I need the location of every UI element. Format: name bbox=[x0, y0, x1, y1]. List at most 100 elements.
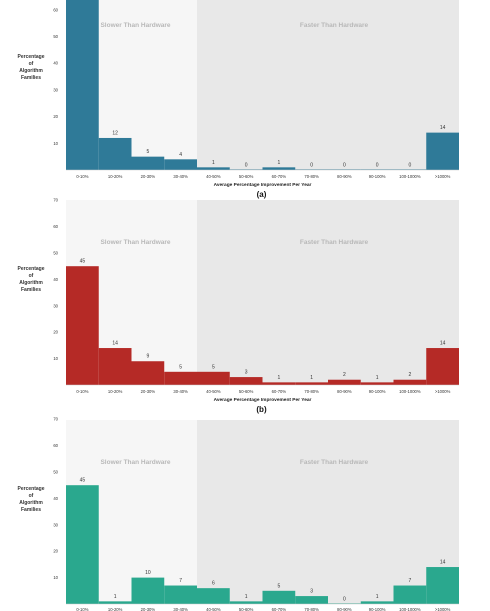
x-tick-label: 10-20% bbox=[108, 389, 123, 394]
y-tick-label: 60 bbox=[53, 7, 58, 12]
y-tick-label: 30 bbox=[53, 303, 58, 308]
y-tick-label: 40 bbox=[53, 496, 58, 501]
data-label: 7 bbox=[179, 578, 182, 584]
region-label-faster: Faster Than Hardware bbox=[300, 459, 369, 466]
data-label: 45 bbox=[80, 259, 86, 265]
x-tick-label: 50-60% bbox=[239, 389, 254, 394]
data-label: 10 bbox=[145, 570, 151, 576]
data-label: 1 bbox=[277, 160, 280, 166]
bar-50-60% bbox=[229, 601, 263, 604]
data-label: 0 bbox=[408, 163, 411, 169]
bar-80-90% bbox=[328, 379, 361, 385]
region-label-slower: Slower Than Hardware bbox=[100, 239, 170, 246]
bar-60-70% bbox=[262, 382, 296, 385]
region-label-slower: Slower Than Hardware bbox=[100, 22, 170, 29]
data-label: 2 bbox=[408, 372, 411, 378]
data-label: 1 bbox=[245, 594, 248, 600]
data-label: 0 bbox=[343, 163, 346, 169]
x-tick-label: 60-70% bbox=[272, 174, 287, 179]
y-axis-label-line: Percentage bbox=[18, 266, 45, 272]
y-tick-label: 50 bbox=[53, 470, 58, 475]
bar->1000% bbox=[426, 348, 459, 385]
y-tick-label: 20 bbox=[53, 549, 58, 554]
data-label: 0 bbox=[376, 163, 379, 169]
bar-0-10% bbox=[66, 266, 99, 385]
x-tick-label: 70-80% bbox=[304, 607, 319, 611]
region-label-slower: Slower Than Hardware bbox=[100, 459, 170, 466]
bar-90-100% bbox=[360, 601, 394, 604]
data-label: 1 bbox=[114, 594, 117, 600]
bar-30-40% bbox=[164, 371, 197, 385]
data-label: 14 bbox=[112, 341, 118, 347]
bar-20-30% bbox=[131, 156, 165, 170]
faster-region-background bbox=[197, 200, 459, 385]
faster-region-background bbox=[197, 0, 459, 170]
y-tick-label: 10 bbox=[53, 575, 58, 580]
region-label-faster: Faster Than Hardware bbox=[300, 22, 369, 29]
bar-20-30% bbox=[131, 361, 165, 385]
data-label: 7 bbox=[408, 578, 411, 584]
bar-100-1000% bbox=[393, 585, 427, 604]
x-tick-label: >1000% bbox=[435, 174, 451, 179]
data-label: 14 bbox=[440, 560, 446, 566]
y-tick-label: 40 bbox=[53, 61, 58, 66]
bar-40-50% bbox=[197, 588, 230, 604]
faster-region-background bbox=[197, 420, 459, 604]
y-tick-label: 20 bbox=[53, 114, 58, 119]
data-label: 0 bbox=[245, 163, 248, 169]
y-tick-label: 70 bbox=[53, 198, 58, 203]
x-tick-label: 40-50% bbox=[206, 174, 221, 179]
x-tick-label: 50-60% bbox=[239, 174, 254, 179]
x-tick-label: 80-90% bbox=[337, 174, 352, 179]
data-label: 1 bbox=[212, 160, 215, 166]
y-axis-label-line: Algorithm bbox=[19, 68, 43, 74]
y-axis-label-line: Algorithm bbox=[19, 500, 43, 506]
x-tick-label: 40-50% bbox=[206, 389, 221, 394]
x-tick-label: 0-10% bbox=[76, 174, 88, 179]
y-tick-label: 30 bbox=[53, 522, 58, 527]
x-tick-label: 30-40% bbox=[173, 174, 188, 179]
data-label: 45 bbox=[80, 478, 86, 484]
data-label: 5 bbox=[277, 583, 280, 589]
y-tick-label: 10 bbox=[53, 356, 58, 361]
y-axis-label-line: Families bbox=[21, 75, 41, 81]
x-tick-label: 100-1000% bbox=[399, 607, 421, 611]
x-tick-label: 10-20% bbox=[108, 607, 123, 611]
data-label: 2 bbox=[343, 372, 346, 378]
region-label-faster: Faster Than Hardware bbox=[300, 239, 369, 246]
x-axis-title: Average Percentage Improvement Per Year bbox=[214, 182, 312, 188]
y-tick-label: 40 bbox=[53, 277, 58, 282]
x-tick-label: 100-1000% bbox=[399, 389, 421, 394]
x-tick-label: 60-70% bbox=[272, 607, 287, 611]
x-tick-label: 80-90% bbox=[337, 389, 352, 394]
bar-30-40% bbox=[164, 585, 197, 604]
bar-100-1000% bbox=[393, 379, 427, 385]
subfigure-label: (b) bbox=[256, 405, 267, 414]
data-label: 9 bbox=[146, 354, 149, 360]
data-label: 3 bbox=[310, 589, 313, 595]
data-label: 0 bbox=[343, 597, 346, 603]
y-tick-label: 20 bbox=[53, 330, 58, 335]
x-tick-label: 10-20% bbox=[108, 174, 123, 179]
x-tick-label: >1000% bbox=[435, 607, 451, 611]
bar-0-10% bbox=[66, 485, 99, 604]
data-label: 1 bbox=[376, 375, 379, 381]
y-tick-label: 50 bbox=[53, 34, 58, 39]
y-tick-label: 60 bbox=[53, 443, 58, 448]
bar-10-20% bbox=[98, 601, 132, 604]
subfigure-label: (a) bbox=[257, 190, 267, 199]
x-tick-label: 100-1000% bbox=[399, 174, 421, 179]
data-label: 4 bbox=[179, 152, 182, 158]
y-axis-label-line: Families bbox=[21, 287, 41, 293]
x-tick-label: 90-100% bbox=[369, 607, 386, 611]
bar-40-50% bbox=[197, 371, 230, 385]
bar-60-70% bbox=[262, 590, 296, 604]
bar-50-60% bbox=[229, 377, 263, 385]
bar-20-30% bbox=[131, 577, 165, 604]
y-axis-label-line: of bbox=[29, 273, 34, 279]
y-axis-label-line: Percentage bbox=[18, 486, 45, 492]
bar-60-70% bbox=[262, 167, 296, 170]
data-label: 5 bbox=[146, 149, 149, 155]
y-axis-label-line: of bbox=[29, 61, 34, 67]
